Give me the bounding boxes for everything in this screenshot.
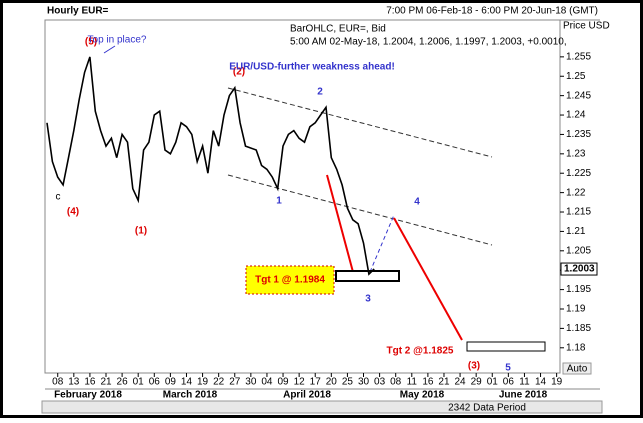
auto-button[interactable] <box>562 362 592 375</box>
red-arrow-2 <box>393 217 463 341</box>
y-label: Price USD <box>563 21 610 32</box>
x-tick-label: 01 <box>133 377 145 388</box>
month-label: March 2018 <box>163 390 218 401</box>
annotation: Top in place? <box>88 35 147 46</box>
y-tick-label: 1.22 <box>566 187 586 198</box>
y-tick-label: 1.245 <box>566 90 591 101</box>
price-line <box>46 56 375 276</box>
x-tick-label: 16 <box>84 377 96 388</box>
x-tick-label: 04 <box>261 377 273 388</box>
callout-line <box>103 45 116 54</box>
channel-upper <box>227 87 493 158</box>
annotation: c <box>56 192 61 203</box>
x-tick-label: 11 <box>407 377 418 388</box>
y-tick-label: 1.21 <box>566 226 586 237</box>
y-tick-label: 1.225 <box>566 168 591 179</box>
x-tick-label: 25 <box>342 377 354 388</box>
x-tick-label: 19 <box>197 377 209 388</box>
x-tick-label: 01 <box>487 377 499 388</box>
annotation: (1) <box>135 226 147 237</box>
annotation: 4 <box>414 197 420 208</box>
x-tick-label: 09 <box>165 377 177 388</box>
annotation: 3 <box>365 294 371 305</box>
blue-dash <box>369 214 395 273</box>
month-label: April 2018 <box>283 390 331 401</box>
red-arrow-1 <box>326 174 354 273</box>
x-tick-label: 09 <box>277 377 289 388</box>
x-tick-label: 14 <box>181 377 193 388</box>
y-tick-label: 1.25 <box>566 71 586 82</box>
y-tick-label: 1.235 <box>566 129 591 140</box>
x-tick-label: 30 <box>245 377 257 388</box>
scrollbar[interactable] <box>41 400 603 414</box>
tgt2-box <box>466 341 546 352</box>
data-period: 2342 Data Period <box>448 403 526 414</box>
y-tick-label: 1.215 <box>566 207 591 218</box>
last-price-box <box>560 262 598 276</box>
annotation: EUR/USD-further weakness ahead! <box>229 62 395 73</box>
annotation: (2) <box>233 67 245 78</box>
y-tick-label: 1.24 <box>566 110 586 121</box>
x-tick-label: 17 <box>310 377 322 388</box>
annotation: 2 <box>317 87 323 98</box>
annotation: (5) <box>85 37 97 48</box>
month-label: February 2018 <box>54 390 122 401</box>
x-tick-label: 16 <box>422 377 434 388</box>
x-tick-label: 06 <box>149 377 161 388</box>
y-tick-label: 1.18 <box>566 342 586 353</box>
x-tick-label: 12 <box>294 377 306 388</box>
x-tick-label: 30 <box>358 377 370 388</box>
x-tick-label: 06 <box>503 377 515 388</box>
y-tick-label: 1.195 <box>566 284 591 295</box>
x-tick-label: 22 <box>213 377 225 388</box>
y-tick-label: 1.23 <box>566 148 586 159</box>
x-tick-label: 21 <box>100 377 112 388</box>
y-tick-label: 1.19 <box>566 304 586 315</box>
tgt1-highlight <box>245 265 335 295</box>
legend-values: 5:00 AM 02-May-18, 1.2004, 1.2006, 1.199… <box>290 37 567 48</box>
x-tick-label: 21 <box>438 377 450 388</box>
x-tick-label: 11 <box>519 377 530 388</box>
x-tick-label: 08 <box>52 377 64 388</box>
x-tick-label: 19 <box>551 377 563 388</box>
y-tick-label: 1.205 <box>566 245 591 256</box>
tgt1-box <box>335 270 400 282</box>
month-label: June 2018 <box>499 390 548 401</box>
x-tick-label: 29 <box>471 377 483 388</box>
annotation: (3) <box>468 361 480 372</box>
month-label: May 2018 <box>400 390 445 401</box>
x-tick-label: 08 <box>390 377 402 388</box>
x-tick-label: 26 <box>117 377 129 388</box>
x-tick-label: 13 <box>68 377 80 388</box>
plot-frame <box>44 19 561 374</box>
x-tick-label: 24 <box>455 377 467 388</box>
auto-label[interactable]: Auto <box>567 364 588 375</box>
x-tick-label: 27 <box>229 377 241 388</box>
x-tick-label: 14 <box>535 377 547 388</box>
annotation: Tgt 2 @1.1825 <box>386 346 453 357</box>
channel-lower <box>227 174 493 246</box>
x-tick-label: 20 <box>326 377 338 388</box>
y-tick-label: 1.185 <box>566 323 591 334</box>
chart-title: Hourly EUR= <box>47 6 109 17</box>
annotation: Tgt 1 @ 1.1984 <box>255 275 325 286</box>
y-tick-label: 1.255 <box>566 51 591 62</box>
annotation: 5 <box>505 363 511 374</box>
period: 7:00 PM 06-Feb-18 - 6:00 PM 20-Jun-18 (G… <box>386 6 598 17</box>
annotation: 1 <box>276 196 282 207</box>
legend-text: BarOHLC, EUR=, Bid <box>290 24 386 35</box>
annotation: (4) <box>67 207 79 218</box>
x-tick-label: 03 <box>374 377 386 388</box>
last-price-label: 1.2003 <box>564 264 595 275</box>
